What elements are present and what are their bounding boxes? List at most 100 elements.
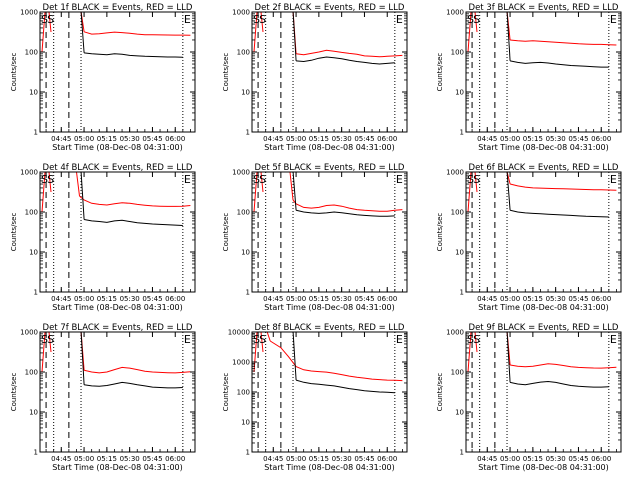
x-tick-label: 06:00 [165,455,185,463]
events-series-line [295,379,395,394]
x-tick-label: 06:00 [165,135,185,143]
series-spike [292,12,297,61]
x-axis-label: Start Time (08-Dec-08 04:31:00) [52,143,183,152]
panel-det-2: Det 2f BLACK = Events, RED = LLD 1 10 100 10… [222,3,408,152]
y-axis-label: Counts/sec [222,53,230,92]
y-tick-label: 100 [237,49,250,57]
x-tick-label: 05:30 [120,455,140,463]
marker-s: S [41,13,48,26]
x-tick-label: 05:15 [523,455,543,463]
x-tick-label: 05:45 [354,135,374,143]
early-spike [253,332,264,373]
marker-s: S [41,173,48,186]
x-axis-label: Start Time (08-Dec-08 04:31:00) [264,463,395,472]
x-tick-label: 05:45 [142,455,162,463]
x-tick-label: 05:00 [500,295,520,303]
series-spike [266,332,271,342]
events-series-line [295,209,395,217]
x-tick-label: 05:45 [142,295,162,303]
x-tick-label: 05:15 [97,135,117,143]
y-axis-label: Counts/sec [222,213,230,252]
x-axis-label: Start Time (08-Dec-08 04:31:00) [264,303,395,312]
marker-e: E [610,173,617,186]
panel-title: Det 2f BLACK = Events, RED = LLD [255,3,405,13]
series-spike [80,172,85,220]
lld-series-line [292,199,403,212]
panel-title: Det 6f BLACK = Events, RED = LLD [469,163,619,173]
x-tick-label: 06:00 [591,295,611,303]
lld-series-line [510,39,617,46]
y-tick-label: 10 [29,249,38,257]
series-spike [80,12,85,53]
marker-e: E [396,173,403,186]
y-tick-label: 1 [34,129,38,137]
series-spike [506,172,511,211]
lld-series-line [296,49,403,58]
x-tick-label: 05:30 [120,295,140,303]
panel-det-5: Det 5f BLACK = Events, RED = LLD 1 10 100 10… [222,163,408,312]
x-tick-label: 05:00 [74,295,94,303]
x-tick-label: 05:30 [332,295,352,303]
y-axis-label: Counts/sec [10,373,18,412]
panel-det-9: Det 9f BLACK = Events, RED = LLD 1 10 100 10… [436,323,622,472]
early-spike [253,12,264,53]
x-tick-label: 06:00 [377,455,397,463]
y-tick-label: 1 [246,289,250,297]
x-tick-label: 05:30 [332,455,352,463]
y-axis-label: Counts/sec [222,373,230,412]
marker-s: S [47,13,54,26]
y-tick-label: 1 [246,449,250,457]
x-tick-label: 05:45 [568,135,588,143]
lld-series-line [269,340,403,382]
x-tick-label: 04:45 [51,295,71,303]
panel-title: Det 3f BLACK = Events, RED = LLD [469,3,619,13]
series-spike [506,332,511,383]
marker-s: S [41,333,48,346]
x-tick-label: 05:30 [546,295,566,303]
y-tick-label: 10 [29,409,38,417]
x-tick-label: 05:00 [74,135,94,143]
panel-title: Det 7f BLACK = Events, RED = LLD [43,323,193,333]
x-axis-label: Start Time (08-Dec-08 04:31:00) [478,143,609,152]
marker-e: E [610,333,617,346]
y-tick-label: 1000 [232,9,250,17]
marker-s: S [253,13,260,26]
x-tick-label: 05:30 [546,135,566,143]
early-spike [41,12,52,53]
x-tick-label: 05:00 [500,455,520,463]
x-tick-label: 05:00 [286,455,306,463]
y-tick-label: 1000 [20,9,38,17]
y-tick-label: 10 [455,409,464,417]
x-tick-label: 05:15 [309,295,329,303]
x-tick-label: 04:45 [51,135,71,143]
series-spike [289,172,294,201]
events-series-line [509,380,609,388]
lld-series-line [510,363,617,369]
early-spike [467,12,478,53]
events-series-line [84,381,183,389]
marker-s: S [473,333,480,346]
plot-frame [251,11,408,133]
y-tick-label: 1000 [446,9,464,17]
y-tick-label: 1000 [232,359,250,367]
y-tick-label: 100 [451,209,464,217]
y-tick-label: 100 [237,209,250,217]
x-tick-label: 04:45 [51,455,71,463]
plot-frame [39,331,196,453]
x-tick-label: 05:15 [97,295,117,303]
y-tick-label: 10 [241,249,250,257]
y-tick-label: 100 [237,389,250,397]
y-tick-label: 100 [25,49,38,57]
y-axis-label: Counts/sec [436,213,444,252]
events-series-line [84,219,183,226]
y-tick-label: 1 [460,289,464,297]
y-tick-label: 100 [451,369,464,377]
marker-s: S [259,333,266,346]
y-tick-label: 1000 [446,169,464,177]
x-axis-label: Start Time (08-Dec-08 04:31:00) [52,463,183,472]
marker-s: S [473,173,480,186]
panel-title: Det 5f BLACK = Events, RED = LLD [255,163,405,173]
marker-s: S [259,13,266,26]
y-tick-label: 10000 [228,329,250,337]
y-axis-label: Counts/sec [10,53,18,92]
